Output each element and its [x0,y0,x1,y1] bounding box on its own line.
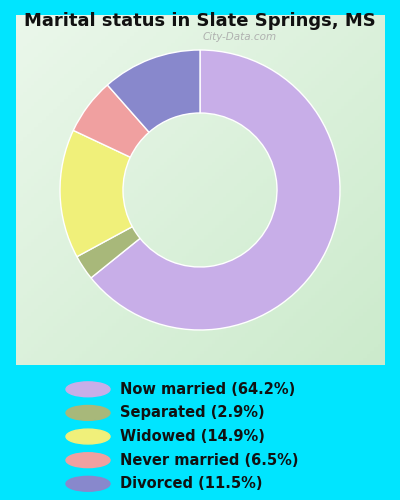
Wedge shape [73,85,149,157]
Wedge shape [91,50,340,330]
Wedge shape [60,130,132,256]
Circle shape [66,453,110,468]
Text: Marital status in Slate Springs, MS: Marital status in Slate Springs, MS [24,12,376,30]
Text: City-Data.com: City-Data.com [203,32,277,42]
Circle shape [66,429,110,444]
Circle shape [66,476,110,491]
Text: Never married (6.5%): Never married (6.5%) [120,452,298,468]
Text: Widowed (14.9%): Widowed (14.9%) [120,429,265,444]
Text: Divorced (11.5%): Divorced (11.5%) [120,476,262,492]
Circle shape [66,382,110,396]
Wedge shape [108,50,200,132]
Wedge shape [77,226,140,278]
Text: Separated (2.9%): Separated (2.9%) [120,406,265,420]
Circle shape [66,406,110,420]
Text: Now married (64.2%): Now married (64.2%) [120,382,295,397]
